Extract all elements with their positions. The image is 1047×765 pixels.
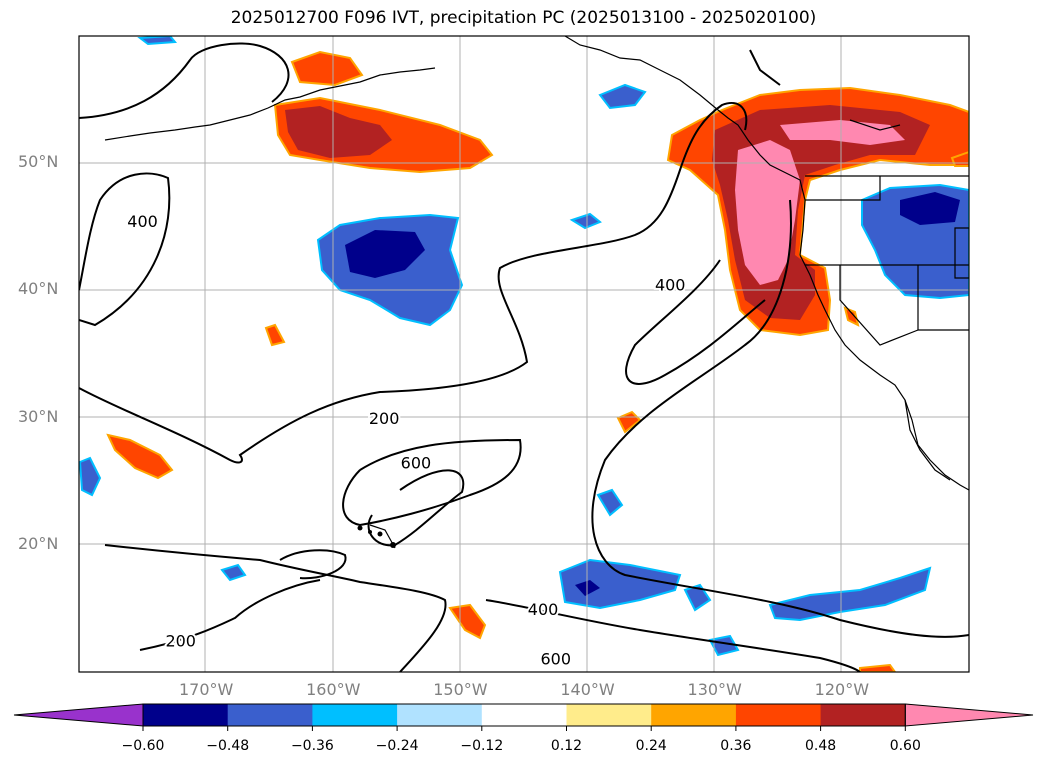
colorbar-segment: [566, 704, 652, 726]
lon-label: 130°W: [687, 680, 742, 699]
colorbar-segment: [227, 704, 313, 726]
contour-label: 400: [528, 600, 559, 619]
colorbar-tick-label: 0.48: [805, 738, 837, 754]
contour-label: 200: [369, 409, 400, 428]
map-figure: 400 200 600 400 200 400 600: [78, 35, 970, 673]
precip-shading: [79, 36, 969, 672]
contour-labels: 400 200 600 400 200 400 600: [125, 210, 687, 671]
colorbar: [13, 703, 1034, 731]
colorbar-tick-label: 0.60: [889, 738, 921, 754]
colorbar-tick-label: 0.12: [550, 738, 583, 754]
gridlines: [79, 36, 969, 672]
hawaii-islands: [357, 525, 396, 548]
contour-label: 400: [655, 275, 686, 294]
lon-label: 170°W: [178, 680, 234, 699]
colorbar-tick-label: −0.48: [206, 738, 250, 754]
colorbar-tick-label: −0.36: [290, 738, 334, 754]
lat-label: 20°N: [18, 533, 59, 553]
colorbar-segment: [397, 704, 483, 726]
contour-label: 200: [165, 632, 196, 651]
colorbar-tick-label: −0.12: [460, 738, 504, 754]
colorbar-tick-label: 0.36: [720, 738, 752, 754]
colorbar-segment: [820, 704, 906, 726]
lat-label: 50°N: [18, 152, 59, 172]
lon-label: 140°W: [560, 680, 615, 699]
lat-label: 40°N: [18, 279, 59, 299]
contour-label: 600: [401, 453, 432, 472]
lon-label: 160°W: [306, 680, 361, 699]
contour-label: 400: [127, 212, 158, 231]
coastlines: [104, 36, 969, 549]
colorbar-segment: [481, 704, 567, 726]
lon-label: 120°W: [814, 680, 870, 699]
contour-label: 600: [541, 649, 572, 668]
lon-label: 150°W: [433, 680, 488, 699]
colorbar-segment: [651, 704, 737, 726]
lat-label: 30°N: [18, 406, 59, 426]
colorbar-segment: [143, 704, 229, 726]
colorbar-frame: [142, 703, 906, 727]
colorbar-tick-label: −0.24: [375, 738, 419, 754]
ivt-contours: [79, 42, 969, 672]
colorbar-extend-high: [904, 703, 1034, 727]
colorbar-segment: [312, 704, 398, 726]
colorbar-segment: [735, 704, 822, 726]
colorbar-extend-low: [13, 703, 144, 727]
plot-frame: [78, 35, 970, 673]
colorbar-tick-label: 0.24: [635, 738, 667, 754]
map-title: 2025012700 F096 IVT, precipitation PC (2…: [230, 8, 817, 28]
colorbar-tick-label: −0.60: [121, 738, 165, 754]
